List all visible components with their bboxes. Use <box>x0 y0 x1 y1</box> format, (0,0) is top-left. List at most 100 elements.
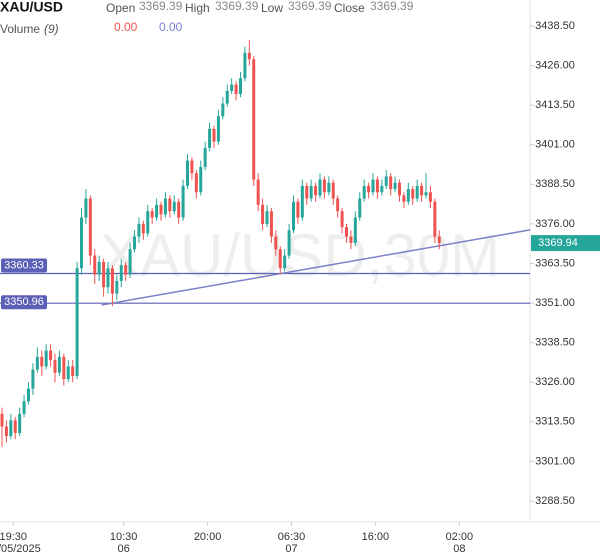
candle-body <box>389 176 393 190</box>
candle-body <box>252 59 256 180</box>
candle-body <box>428 192 432 202</box>
candle-body <box>110 268 114 294</box>
candle-body <box>371 179 375 193</box>
candle-body <box>146 211 150 234</box>
candle-body <box>216 116 220 142</box>
candle-body <box>287 230 291 256</box>
volume-label: Volume <box>0 22 40 36</box>
candle-body <box>22 401 26 414</box>
y-tick-label: 3438.50 <box>535 20 575 32</box>
candle-body <box>305 185 309 199</box>
candle-body <box>27 388 30 402</box>
candle-body <box>18 413 22 433</box>
candle-body <box>84 198 88 218</box>
candle-body <box>265 211 269 224</box>
level-label: 3350.96 <box>4 296 44 308</box>
x-tick-sublabel: 07 <box>285 543 297 555</box>
y-tick-label: 3326.00 <box>535 376 575 388</box>
candle-body <box>49 350 53 361</box>
x-tick-label: 19:30 <box>0 531 27 543</box>
candle-body <box>44 350 48 367</box>
candle-body <box>393 182 397 190</box>
candle-body <box>331 182 335 199</box>
candle-body <box>115 280 119 294</box>
y-tick-label: 3363.50 <box>535 257 575 269</box>
candle-body <box>278 249 282 269</box>
candle-body <box>9 420 13 437</box>
open-label: Open <box>106 1 135 15</box>
x-tick-label: 06:30 <box>278 531 306 543</box>
candle-body <box>31 369 35 389</box>
candle-body <box>4 426 8 437</box>
y-tick-label: 3288.50 <box>535 495 575 507</box>
x-tick-sublabel: 06 <box>118 543 130 555</box>
candle-body <box>172 201 176 212</box>
candle-body <box>0 413 4 427</box>
volume-up: 0.00 <box>114 20 138 34</box>
last-price-box <box>531 235 600 252</box>
candle-body <box>190 160 194 174</box>
candle-body <box>256 179 260 205</box>
candle-body <box>362 185 366 199</box>
candle-body <box>239 78 242 95</box>
candle-body <box>415 185 419 199</box>
candle-body <box>420 185 424 196</box>
x-tick-label: 02:00 <box>446 531 474 543</box>
candle-body <box>292 201 295 231</box>
candle-body <box>53 360 57 373</box>
candle-body <box>322 179 326 193</box>
candle-body <box>402 195 406 202</box>
candle-body <box>327 182 331 193</box>
candle-body <box>119 265 123 281</box>
candle-body <box>128 249 132 275</box>
candle-body <box>203 147 207 167</box>
candle-body <box>309 185 313 199</box>
candle-body <box>225 90 229 104</box>
candle-body <box>437 236 441 244</box>
candle-body <box>168 198 172 212</box>
candle-body <box>300 185 304 218</box>
candle-body <box>93 255 97 275</box>
high-value: 3369.39 <box>215 0 259 13</box>
candle-body <box>296 201 300 218</box>
candle-body <box>137 223 141 237</box>
candle-body <box>186 160 189 186</box>
y-tick-label: 3388.50 <box>535 178 575 190</box>
candle-body <box>199 166 203 193</box>
candle-body <box>194 173 198 193</box>
candle-body <box>433 201 437 237</box>
high-label: High <box>185 1 210 15</box>
candle-body <box>424 192 428 196</box>
candle-body <box>234 84 238 95</box>
candle-body <box>62 356 66 380</box>
y-tick-label: 3351.00 <box>535 297 575 309</box>
candle-body <box>80 217 83 269</box>
candle-body <box>40 356 44 367</box>
candle-body <box>349 236 353 243</box>
candle-body <box>159 204 163 215</box>
x-tick-label: 20:00 <box>194 531 222 543</box>
candle-body <box>398 182 401 196</box>
last-price-label: 3369.94 <box>538 237 578 249</box>
level-label: 3360.33 <box>4 259 44 271</box>
candle-body <box>353 217 357 243</box>
candle-body <box>336 198 340 212</box>
volume-param: (9) <box>44 22 59 36</box>
candle-body <box>274 236 278 250</box>
candle-body <box>367 185 371 193</box>
x-tick-sublabel: 05/05/2025 <box>0 543 41 555</box>
candle-body <box>97 261 101 275</box>
candle-body <box>358 198 362 218</box>
x-tick-label: 16:00 <box>362 531 390 543</box>
candle-body <box>141 223 145 234</box>
candle-body <box>380 185 384 193</box>
candle-body <box>314 185 318 196</box>
candle-body <box>57 356 61 373</box>
candle-body <box>340 211 344 228</box>
low-value: 3369.39 <box>288 0 332 13</box>
candle-body <box>375 179 379 193</box>
candle-body <box>155 204 159 218</box>
open-value: 3369.39 <box>139 0 183 13</box>
